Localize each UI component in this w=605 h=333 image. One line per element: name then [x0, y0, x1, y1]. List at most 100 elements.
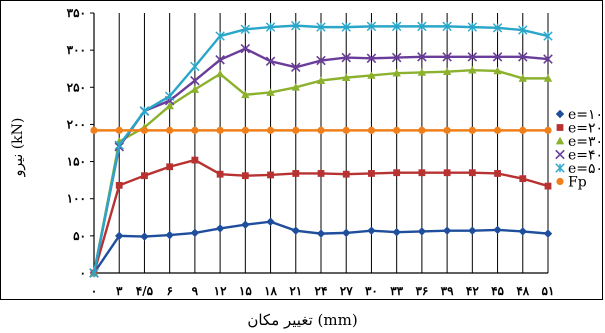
chart-frame: ۰ ۵۰ ۱۰۰ ۱۵۰ ۲۰۰ ۲۵۰ ۳۰۰ ۳۵۰ ۰ ۳ ۴/۵ ۶ ۹ ۱۲ ۱۵ ۱۸ ۲۱ ۲۴ ۲…	[0, 0, 603, 300]
data-point-x	[240, 43, 251, 54]
data-point-diamond	[266, 217, 275, 226]
marker-stroke	[518, 52, 528, 62]
marker-stroke	[555, 149, 565, 160]
data-point-star	[391, 21, 402, 32]
legend-label: e=۲۰	[568, 121, 603, 137]
data-point-square	[267, 171, 274, 179]
data-point-star	[291, 20, 301, 31]
y-tick-label: ۲۵۰	[67, 80, 86, 94]
marker-stroke	[190, 75, 200, 86]
data-point-circle	[443, 126, 451, 134]
data-point-triangle	[442, 67, 452, 76]
y-tick-label: ۲۰۰	[67, 117, 86, 131]
legend-label: Fp	[568, 175, 587, 191]
x-tick-label: ۴۲	[466, 284, 479, 298]
data-point-x	[366, 53, 377, 64]
data-point-x	[467, 52, 478, 62]
x-tick-label: ۱۵	[239, 284, 252, 298]
data-point-square	[292, 170, 300, 177]
marker-stroke	[391, 52, 402, 63]
data-point-circle	[216, 126, 224, 134]
data-point-star	[555, 163, 565, 173]
marker-stroke	[543, 54, 553, 64]
data-point-square	[141, 172, 148, 180]
data-point-star	[114, 140, 124, 150]
data-point-circle	[140, 126, 149, 134]
data-point-diamond	[165, 230, 174, 240]
x-tick-label: ۳۰	[365, 284, 378, 298]
data-point-star	[215, 31, 225, 41]
x-tick-label: ۴۸	[516, 284, 529, 298]
data-point-diamond	[417, 227, 427, 236]
data-point-circle	[342, 126, 350, 134]
data-point-square	[544, 182, 552, 190]
x-tick-label: ۵۱	[542, 284, 555, 298]
data-point-star	[316, 22, 326, 32]
series	[90, 126, 552, 134]
data-point-triangle	[165, 101, 174, 110]
data-point-triangle	[241, 90, 250, 99]
data-point-diamond	[518, 227, 527, 236]
data-point-diamond	[316, 229, 326, 238]
legend-label: e=۵۰	[568, 161, 603, 177]
data-point-x	[391, 52, 402, 63]
data-point-x	[417, 52, 427, 62]
x-tick-label: ۴/۵	[136, 284, 154, 298]
y-tick-label: ۵۰	[73, 229, 86, 243]
data-point-square	[317, 170, 325, 177]
marker-stroke	[467, 52, 478, 62]
data-point-circle	[519, 126, 527, 134]
x-tick-labels: ۰ ۳ ۴/۵ ۶ ۹ ۱۲ ۱۵ ۱۸ ۲۱ ۲۴ ۲۷ ۳۰ ۳۳ ۳۶ ۳۹ ۴۲ ۴۵ ۴۸ ۵۱	[91, 284, 555, 298]
y-tick-label: ۱۰۰	[67, 192, 86, 206]
marker-stroke	[240, 43, 251, 54]
marker-stroke	[341, 52, 351, 63]
data-point-x	[316, 55, 326, 66]
data-point-triangle	[342, 73, 351, 81]
data-point-circle	[493, 126, 502, 134]
data-point-x	[215, 55, 225, 65]
y-tick-labels: ۰ ۵۰ ۱۰۰ ۱۵۰ ۲۰۰ ۲۵۰ ۳۰۰ ۳۵۰	[67, 6, 94, 280]
data-point-x	[518, 52, 528, 62]
data-point-star	[265, 22, 276, 32]
data-point-square	[443, 169, 451, 177]
data-point-star	[139, 106, 150, 116]
data-point-circle	[418, 126, 426, 134]
x-tick-label: ۲۷	[340, 284, 353, 298]
x-tick-label: ۳۳	[390, 284, 403, 298]
data-point-square	[342, 170, 350, 178]
series	[90, 156, 552, 277]
data-point-diamond	[215, 224, 225, 233]
data-point-diamond	[392, 227, 401, 237]
data-point-circle	[393, 126, 401, 134]
marker-stroke	[366, 53, 377, 64]
marker-stroke	[492, 52, 503, 62]
data-point-square	[166, 163, 174, 171]
x-tick-label: ۲۴	[315, 284, 328, 298]
data-point-diamond	[241, 220, 250, 229]
data-point-triangle	[266, 88, 275, 96]
x-tick-label: ۳	[116, 284, 123, 298]
data-point-star	[164, 91, 175, 101]
data-point-circle	[544, 126, 552, 134]
data-point-x	[190, 75, 200, 86]
data-point-square	[556, 124, 564, 131]
marker-stroke	[164, 95, 175, 106]
marker-stroke	[417, 52, 427, 62]
x-tick-label: ۳۹	[441, 284, 454, 298]
data-point-star	[190, 61, 200, 72]
data-point-diamond	[190, 228, 200, 238]
data-point-diamond	[442, 226, 452, 235]
data-point-triangle	[555, 136, 565, 145]
data-point-circle	[556, 177, 564, 186]
data-point-x	[265, 56, 276, 67]
data-point-triangle	[468, 66, 477, 74]
data-point-triangle	[316, 76, 326, 84]
y-tick-label: ۱۵۰	[67, 155, 86, 169]
data-point-triangle	[543, 74, 553, 82]
data-point-star	[467, 22, 478, 32]
data-point-diamond	[342, 228, 351, 238]
data-point-diamond	[115, 231, 124, 241]
data-point-square	[494, 170, 501, 177]
data-point-circle	[191, 126, 199, 134]
data-point-star	[89, 268, 99, 278]
